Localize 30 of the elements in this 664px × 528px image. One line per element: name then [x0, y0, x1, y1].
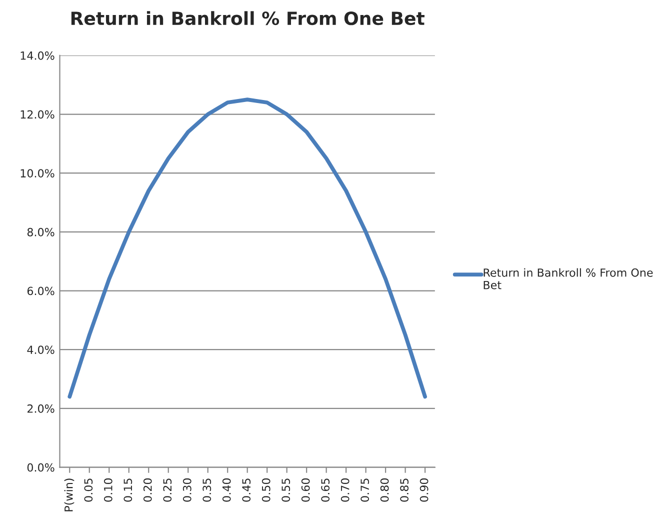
x-tick-label: 0.35	[202, 478, 212, 502]
line-series	[68, 98, 427, 399]
y-tick-label: 8.0%	[27, 228, 54, 236]
x-tick-label: 0.65	[321, 478, 330, 502]
x-tick-label: 0.45	[242, 478, 251, 502]
y-tick-label: 14.0%	[20, 51, 54, 60]
x-tick-label: 0.25	[163, 478, 172, 502]
x-tick-label: 0.60	[301, 478, 310, 502]
x-tick-label: 0.90	[420, 478, 428, 502]
x-tick-label: 0.85	[400, 478, 409, 502]
chart-title: Return in Bankroll % From One Bet	[71, 11, 424, 26]
x-tick-label: 0.20	[143, 478, 152, 502]
x-tick-label: 0.80	[380, 478, 389, 502]
legend-label: Return in Bankroll % From One Bet	[484, 268, 653, 290]
x-tick-label: 0.50	[262, 478, 270, 502]
x-tick-label: 0.75	[360, 478, 370, 502]
x-tick-label: P(win)	[64, 478, 74, 512]
x-tick-label: 0.15	[124, 478, 132, 502]
y-tick-label: 2.0%	[27, 404, 54, 413]
y-tick-label: 12.0%	[20, 110, 54, 119]
x-tick-label: 0.70	[340, 478, 350, 502]
x-tick-label: 0.10	[104, 478, 112, 502]
x-tick-label: 0.55	[282, 478, 290, 502]
y-tick-label: 10.0%	[20, 169, 54, 178]
y-tick-label: 0.0%	[27, 463, 54, 472]
x-tick-label: 0.40	[222, 478, 231, 502]
y-tick-label: 4.0%	[27, 346, 54, 354]
x-tick-label: 0.30	[182, 478, 192, 502]
y-tick-label: 6.0%	[27, 286, 54, 296]
x-tick-label: 0.05	[84, 478, 93, 502]
